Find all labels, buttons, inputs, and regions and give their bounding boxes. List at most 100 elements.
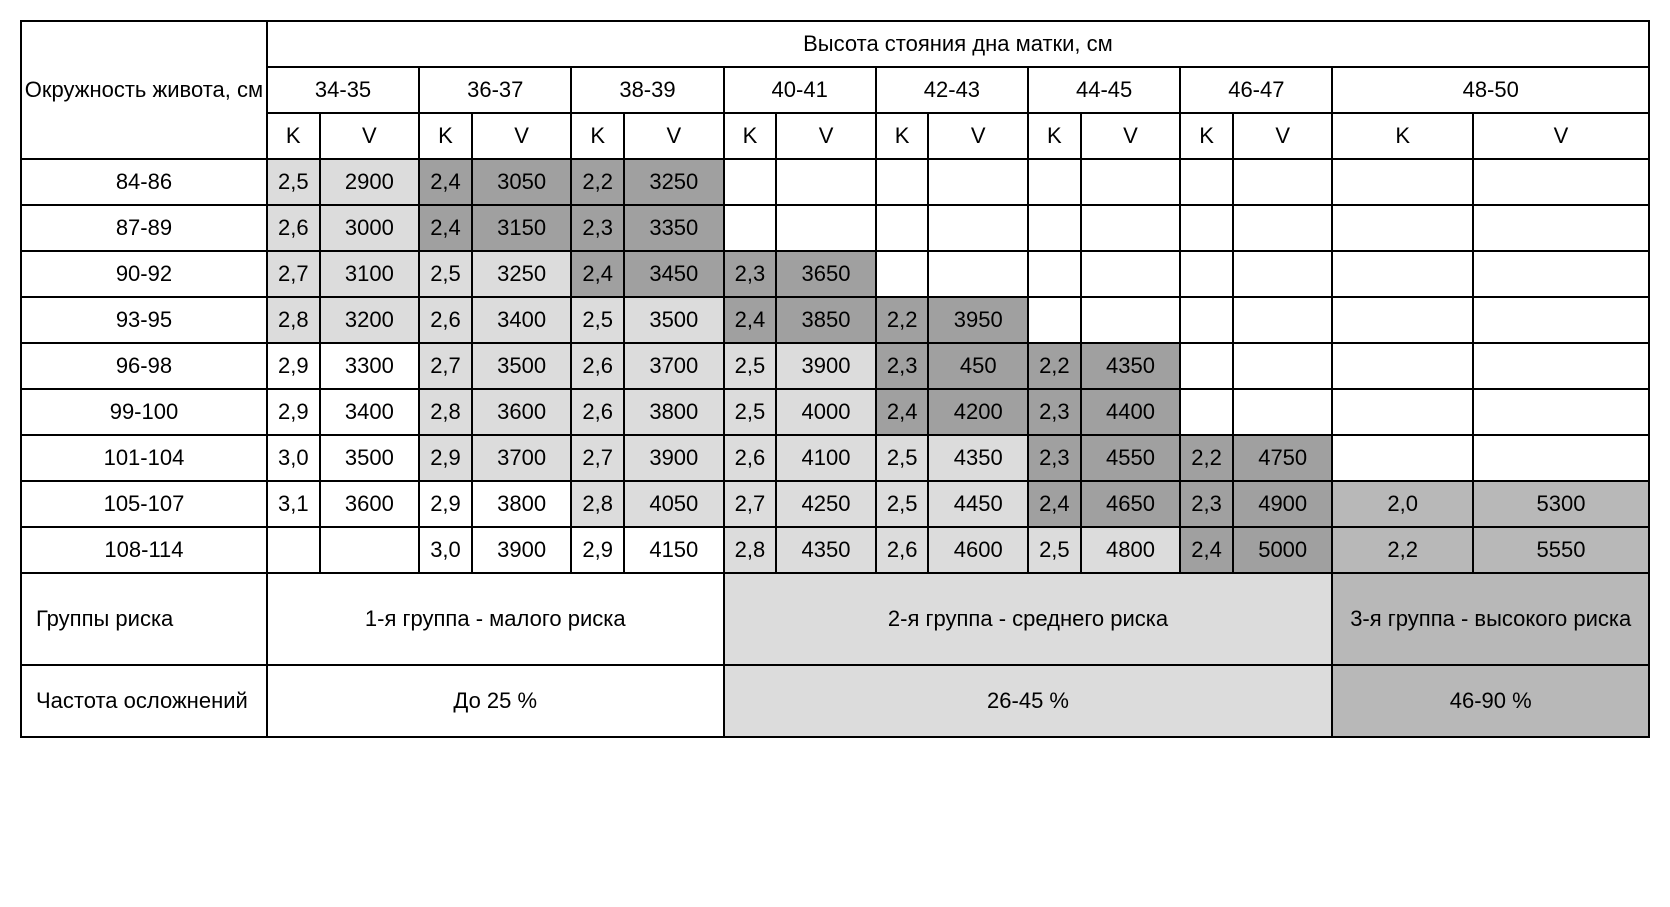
range-2: 38-39 [571,67,723,113]
range-0: 34-35 [267,67,419,113]
cell-v [1233,205,1333,251]
table-row: 101-1043,035002,937002,739002,641002,543… [21,435,1649,481]
cell-k: 2,8 [571,481,624,527]
sub-v: V [1081,113,1181,159]
table-row: 93-952,832002,634002,535002,438502,23950 [21,297,1649,343]
cell-k [876,159,929,205]
cell-k: 2,5 [876,435,929,481]
cell-k: 2,2 [876,297,929,343]
group-1: 1-я группа - малого риска [267,573,724,665]
cell-k: 2,6 [724,435,777,481]
cell-k: 2,9 [571,527,624,573]
cell-v [776,159,876,205]
cell-v [1473,159,1649,205]
table-row: 99-1002,934002,836002,638002,540002,4420… [21,389,1649,435]
row-label: 101-104 [21,435,267,481]
row-label: 84-86 [21,159,267,205]
cell-v: 4100 [776,435,876,481]
row-header-label: Окружность живота, см [21,21,267,159]
cell-v [1233,159,1333,205]
cell-v [928,205,1028,251]
cell-k [876,251,929,297]
cell-v [1081,159,1181,205]
table-row: 84-862,529002,430502,23250 [21,159,1649,205]
cell-v: 3950 [928,297,1028,343]
cell-k: 2,6 [571,343,624,389]
risk-table: Окружность живота, см Высота стояния дна… [20,20,1650,738]
cell-v: 3350 [624,205,724,251]
cell-v: 3050 [472,159,572,205]
cell-k: 2,2 [1180,435,1233,481]
cell-k [1332,159,1473,205]
cell-k: 2,4 [876,389,929,435]
cell-k: 2,5 [419,251,472,297]
range-6: 46-47 [1180,67,1332,113]
freq-row: Частота осложнений До 25 % 26-45 % 46-90… [21,665,1649,737]
cell-k: 2,5 [571,297,624,343]
cell-v: 3700 [624,343,724,389]
cell-k: 2,2 [571,159,624,205]
cell-k: 2,5 [267,159,320,205]
cell-k [1332,389,1473,435]
cell-k [724,159,777,205]
cell-v: 3850 [776,297,876,343]
cell-k: 2,9 [267,389,320,435]
cell-k [1332,297,1473,343]
cell-k: 2,0 [1332,481,1473,527]
group-2: 2-я группа - среднего риска [724,573,1333,665]
cell-v: 3500 [320,435,420,481]
sub-v: V [1473,113,1649,159]
cell-v [776,205,876,251]
sub-v: V [928,113,1028,159]
sub-k: K [267,113,320,159]
cell-v [320,527,420,573]
row-label: 99-100 [21,389,267,435]
cell-v: 3150 [472,205,572,251]
cell-v: 3000 [320,205,420,251]
cell-k [1180,297,1233,343]
cell-v: 3450 [624,251,724,297]
cell-v [1473,251,1649,297]
cell-v: 4450 [928,481,1028,527]
cell-k: 2,3 [1028,389,1081,435]
cell-v: 3500 [472,343,572,389]
sub-v: V [472,113,572,159]
cell-k: 2,4 [419,159,472,205]
cell-k: 2,7 [724,481,777,527]
cell-k: 2,8 [724,527,777,573]
cell-v: 4200 [928,389,1028,435]
sub-k: K [1332,113,1473,159]
cell-v: 4250 [776,481,876,527]
cell-v: 3800 [472,481,572,527]
row-label: 87-89 [21,205,267,251]
cell-v: 4350 [776,527,876,573]
table-row: 108-1143,039002,941502,843502,646002,548… [21,527,1649,573]
table-row: 105-1073,136002,938002,840502,742502,544… [21,481,1649,527]
cell-v [1233,251,1333,297]
cell-v: 5300 [1473,481,1649,527]
cell-v [1473,297,1649,343]
cell-k: 2,3 [1028,435,1081,481]
sub-k: K [571,113,624,159]
cell-k [1028,297,1081,343]
cell-v: 3900 [624,435,724,481]
freq-2: 26-45 % [724,665,1333,737]
cell-k: 2,9 [267,343,320,389]
cell-v: 3250 [472,251,572,297]
cell-v: 3700 [472,435,572,481]
cell-v: 4000 [776,389,876,435]
cell-v: 3100 [320,251,420,297]
row-label: 108-114 [21,527,267,573]
cell-k: 2,3 [876,343,929,389]
cell-k [876,205,929,251]
cell-v: 5550 [1473,527,1649,573]
table-row: 90-922,731002,532502,434502,33650 [21,251,1649,297]
cell-v: 4750 [1233,435,1333,481]
range-3: 40-41 [724,67,876,113]
cell-v: 3650 [776,251,876,297]
cell-k: 2,4 [724,297,777,343]
cell-k: 2,5 [724,389,777,435]
sub-v: V [776,113,876,159]
cell-k: 2,7 [571,435,624,481]
cell-v: 3600 [320,481,420,527]
